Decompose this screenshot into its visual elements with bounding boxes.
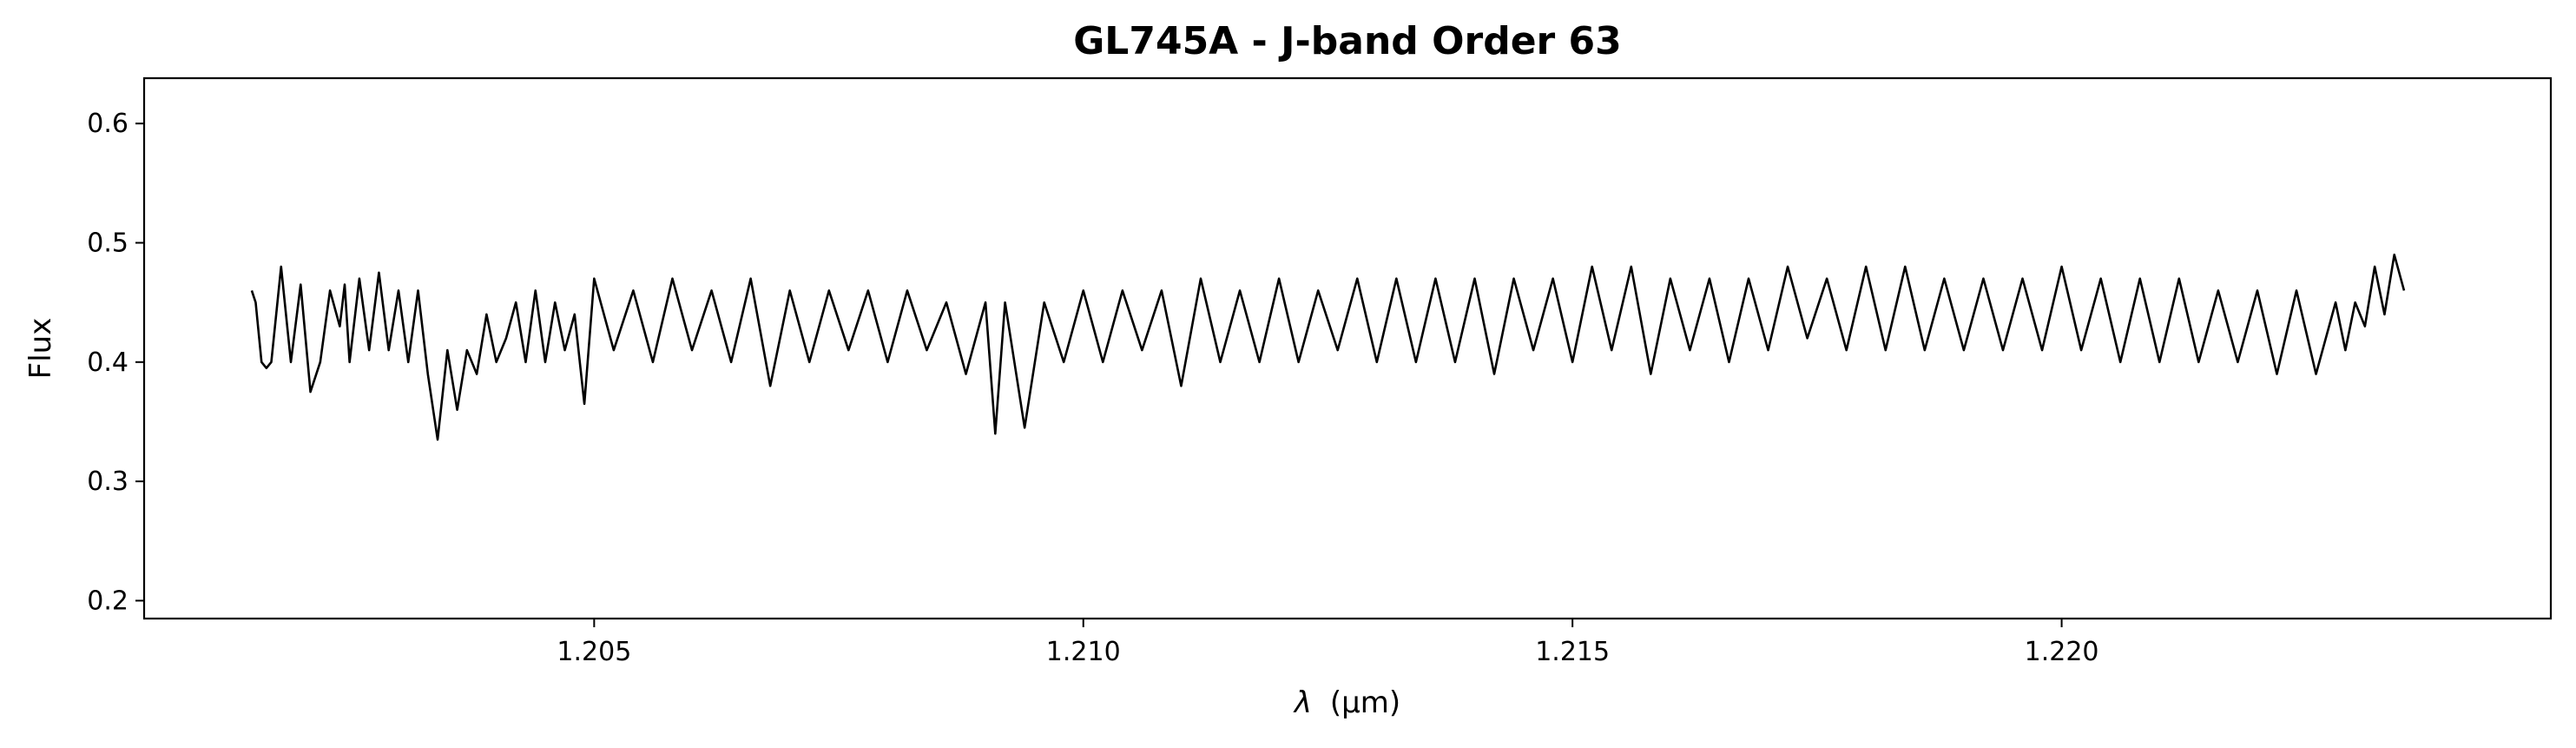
x-axis-ticks: 1.205 1.210 1.215 1.220 xyxy=(557,619,2099,667)
y-tick-label: 0.5 xyxy=(87,228,128,258)
y-tick-label: 0.6 xyxy=(87,109,128,139)
x-axis-label: λ (μm) xyxy=(1293,685,1400,720)
x-tick-label: 1.205 xyxy=(557,637,631,667)
y-tick-label: 0.2 xyxy=(87,586,128,616)
x-tick-label: 1.210 xyxy=(1046,637,1121,667)
flux-spectrum-line xyxy=(250,253,2406,441)
x-tick-label: 1.220 xyxy=(2025,637,2099,667)
x-axis-label-unit: (μm) xyxy=(1330,685,1400,720)
x-axis-label-symbol: λ xyxy=(1293,685,1312,720)
y-axis-ticks: 0.2 0.3 0.4 0.5 0.6 xyxy=(87,109,144,616)
plot-area-frame xyxy=(142,76,2553,620)
y-tick-label: 0.3 xyxy=(87,467,128,497)
y-axis-label: Flux xyxy=(23,318,58,380)
x-tick-label: 1.215 xyxy=(1535,637,1610,667)
y-tick-label: 0.4 xyxy=(87,348,128,378)
chart-title: GL745A - J-band Order 63 xyxy=(1073,19,1622,63)
